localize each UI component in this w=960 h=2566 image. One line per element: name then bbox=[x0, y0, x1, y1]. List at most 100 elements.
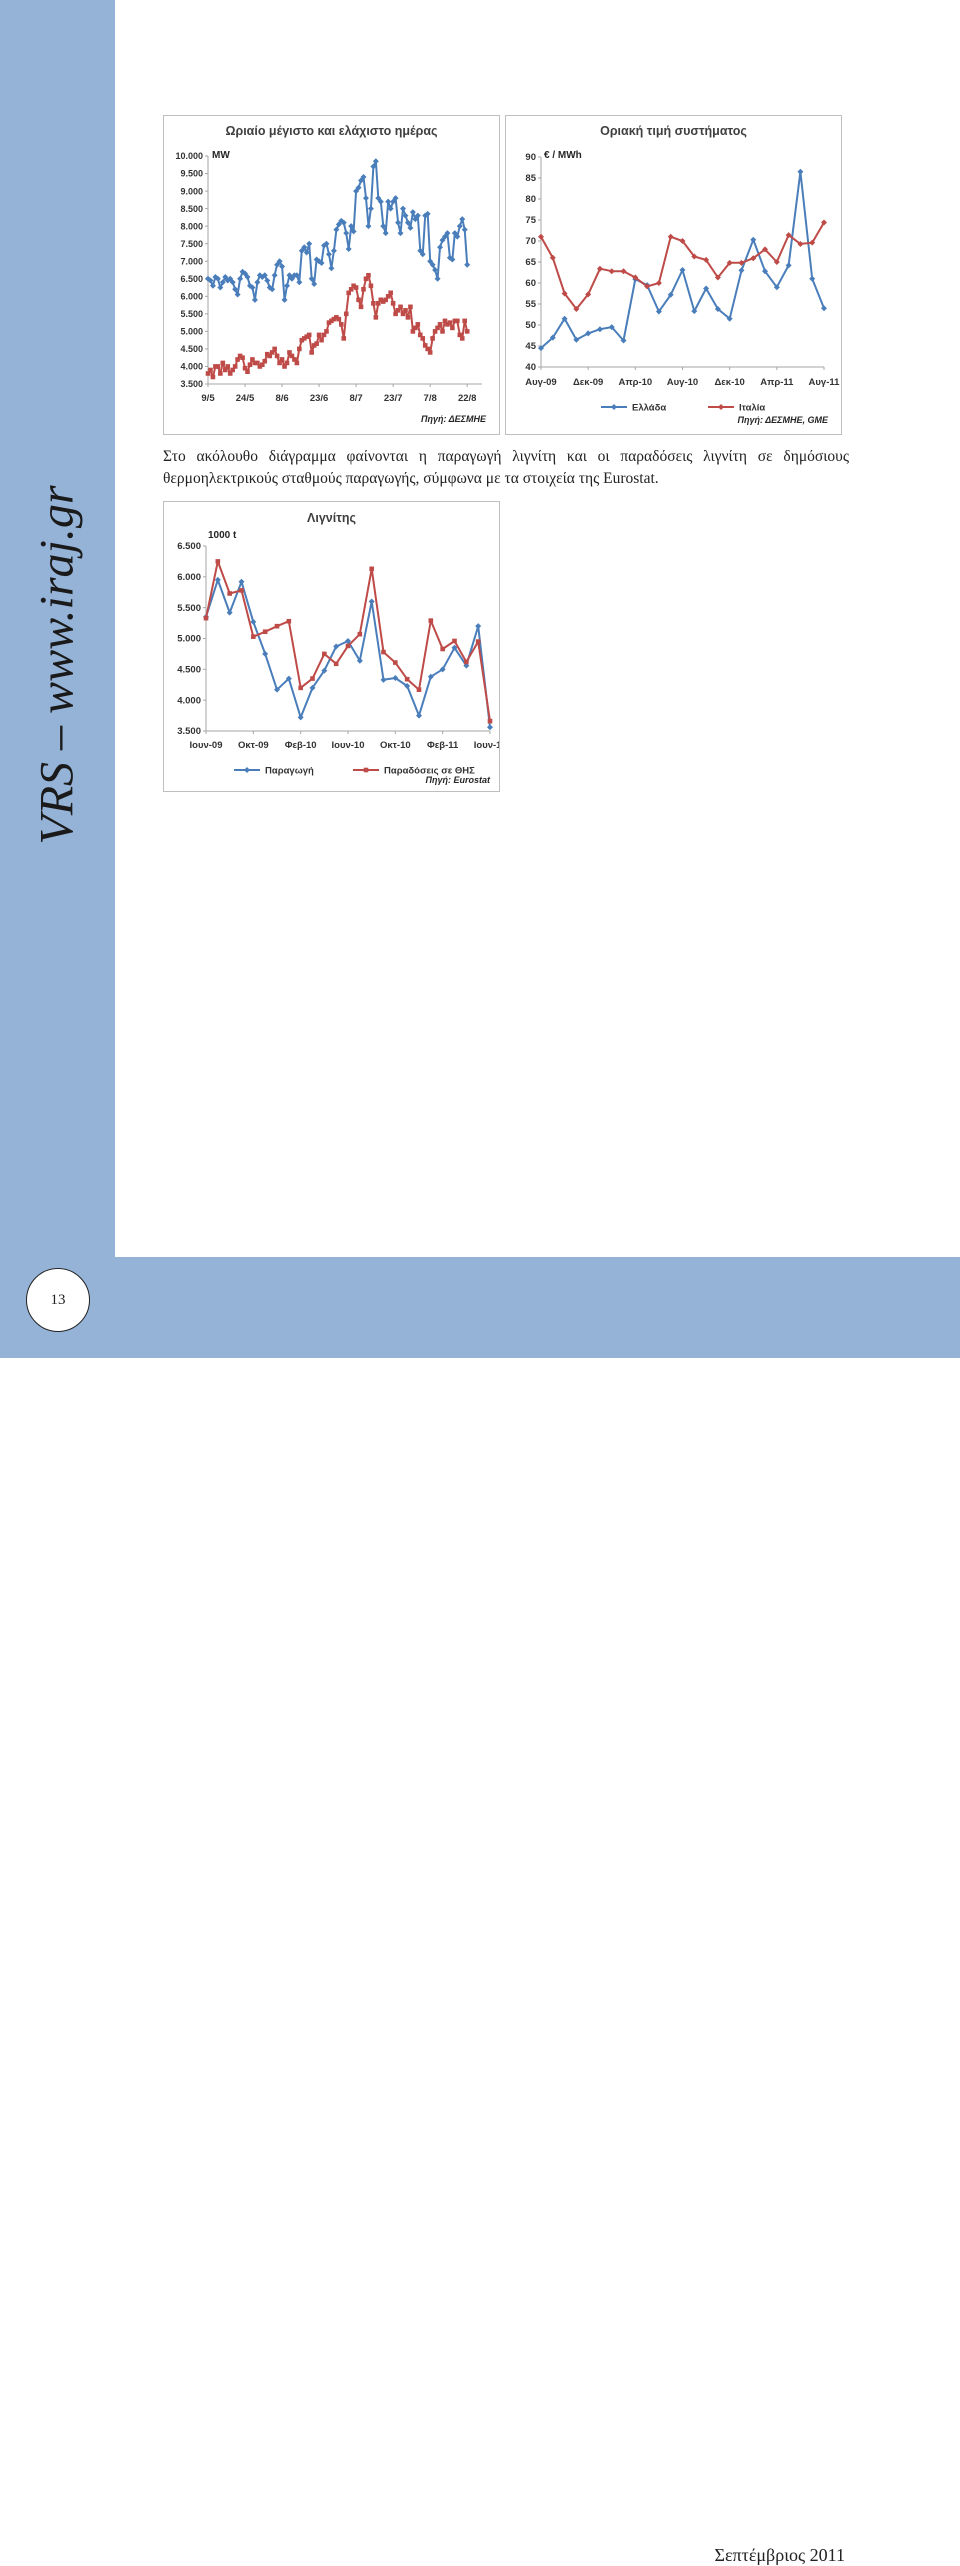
data-point bbox=[464, 261, 471, 268]
vertical-site-title: VRS – www.iraj.gr bbox=[30, 485, 84, 845]
y-tick-label: 9.000 bbox=[180, 186, 203, 196]
y-tick-label: 4.000 bbox=[177, 695, 201, 706]
data-point bbox=[257, 364, 263, 369]
y-tick-label: 4.500 bbox=[177, 665, 201, 676]
data-point bbox=[229, 279, 236, 286]
data-point bbox=[330, 247, 337, 254]
data-point bbox=[325, 251, 332, 258]
data-point bbox=[402, 212, 409, 219]
data-point bbox=[462, 318, 468, 324]
data-point bbox=[232, 286, 239, 293]
chart-lignite: Λιγνίτης 1000 t 3.500 4.000 4.500 5.000 5.500 6… bbox=[163, 501, 500, 792]
x-tick-label: 7/8 bbox=[424, 393, 437, 404]
data-point bbox=[382, 230, 389, 237]
data-point bbox=[457, 332, 463, 338]
data-point bbox=[404, 676, 410, 682]
data-point bbox=[573, 306, 580, 313]
y-tick-label: 40 bbox=[525, 362, 536, 373]
data-point bbox=[220, 360, 226, 366]
unit-label: MW bbox=[212, 150, 230, 161]
data-point bbox=[355, 184, 362, 191]
data-point bbox=[437, 244, 444, 251]
data-point bbox=[459, 216, 466, 223]
data-point bbox=[250, 618, 257, 625]
data-point bbox=[393, 660, 398, 665]
data-point bbox=[346, 290, 352, 296]
data-point bbox=[372, 158, 379, 165]
data-point bbox=[353, 285, 359, 290]
data-point bbox=[207, 277, 214, 284]
legend-label: Παραδόσεις σε ΘΗΣ bbox=[384, 766, 475, 777]
chart-lignite-svg: Λιγνίτης 1000 t 3.500 4.000 4.500 5.000 5.500 6… bbox=[177, 511, 499, 785]
legend-marker bbox=[244, 767, 250, 773]
data-point bbox=[397, 230, 404, 237]
data-point bbox=[596, 265, 603, 272]
x-tick-label: Δεκ-09 bbox=[573, 377, 603, 388]
data-point bbox=[274, 623, 280, 629]
data-point bbox=[345, 637, 351, 644]
y-tick-label: 5.500 bbox=[177, 603, 201, 614]
data-point bbox=[404, 682, 411, 689]
data-point bbox=[311, 343, 317, 348]
data-point bbox=[225, 364, 231, 369]
data-point bbox=[398, 304, 403, 310]
data-point bbox=[214, 275, 221, 282]
y-tick-label: 10.000 bbox=[175, 151, 203, 161]
data-point bbox=[294, 360, 300, 366]
data-point bbox=[679, 266, 686, 273]
data-point bbox=[226, 609, 233, 616]
data-point bbox=[414, 212, 421, 219]
data-point bbox=[475, 639, 481, 644]
data-point bbox=[390, 301, 396, 306]
data-point bbox=[395, 308, 401, 313]
series-1 bbox=[538, 219, 827, 313]
data-point bbox=[333, 661, 339, 667]
data-point bbox=[561, 315, 568, 322]
data-point bbox=[267, 353, 273, 359]
y-tick-label: 55 bbox=[525, 299, 536, 310]
data-point bbox=[283, 282, 290, 289]
y-tick-label: 3.500 bbox=[177, 726, 201, 737]
data-point bbox=[210, 374, 216, 380]
data-point bbox=[277, 360, 282, 366]
data-point bbox=[452, 318, 458, 324]
data-point bbox=[432, 329, 438, 334]
data-point bbox=[714, 274, 721, 281]
data-point bbox=[356, 297, 361, 303]
data-point bbox=[348, 223, 355, 230]
data-point bbox=[561, 290, 568, 297]
legend-marker bbox=[718, 404, 724, 410]
data-point bbox=[425, 346, 430, 352]
data-point bbox=[316, 332, 322, 338]
data-point bbox=[644, 283, 651, 290]
data-point bbox=[400, 311, 406, 317]
y-tick-label: 5.000 bbox=[177, 634, 201, 645]
data-point bbox=[738, 259, 745, 266]
data-point bbox=[301, 244, 308, 251]
data-point bbox=[750, 255, 757, 262]
data-point bbox=[345, 643, 351, 649]
chart-title: Οριακή τιμή συστήματος bbox=[600, 124, 747, 138]
data-point bbox=[369, 566, 374, 572]
data-point bbox=[281, 296, 288, 303]
data-point bbox=[667, 233, 674, 240]
data-point bbox=[345, 245, 352, 252]
x-tick-label: Ιουν-10 bbox=[332, 740, 365, 751]
data-point bbox=[447, 320, 453, 325]
data-point bbox=[319, 337, 324, 343]
series-0 bbox=[538, 168, 827, 352]
data-point bbox=[292, 357, 297, 362]
data-point bbox=[222, 274, 229, 281]
data-point bbox=[289, 353, 295, 359]
data-point bbox=[655, 308, 662, 315]
data-point bbox=[310, 676, 315, 681]
data-point bbox=[461, 226, 468, 233]
data-point bbox=[321, 667, 328, 674]
data-point bbox=[244, 274, 251, 281]
data-point bbox=[237, 275, 244, 282]
data-point bbox=[222, 367, 228, 373]
data-point bbox=[343, 311, 349, 317]
x-tick-label: 22/8 bbox=[458, 393, 477, 404]
chart-title: Ωριαίο μέγιστο και ελάχιστο ημέρας bbox=[225, 124, 437, 138]
y-tick-label: 4.500 bbox=[180, 344, 203, 354]
